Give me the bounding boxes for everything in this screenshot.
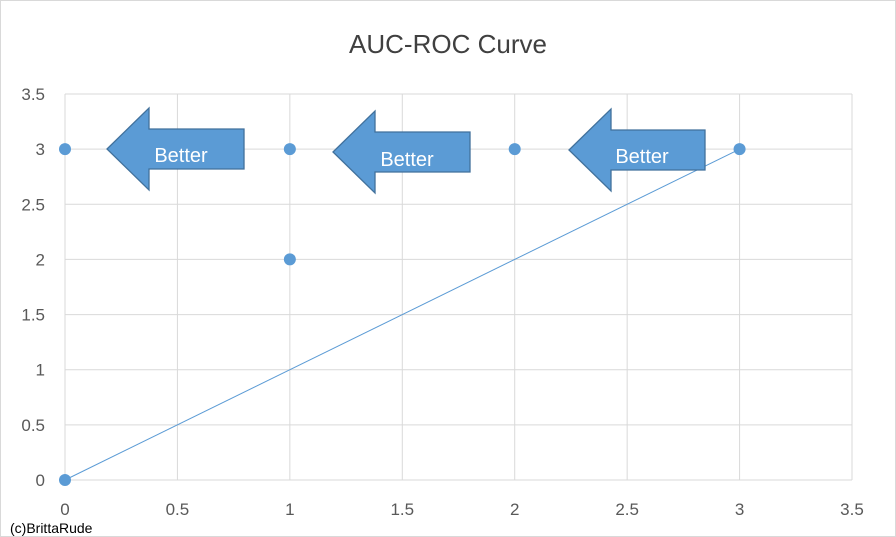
y-tick-label: 2.5 <box>21 195 45 214</box>
data-point <box>283 253 296 266</box>
line-layer <box>64 148 740 481</box>
arrow-label: Better <box>615 146 669 168</box>
y-tick-label: 1 <box>36 361 45 380</box>
annotation-layer: Better Better Better <box>106 106 706 195</box>
x-tick-label: 2 <box>510 500 519 519</box>
left-arrow-shape <box>568 107 706 193</box>
y-tick-label: 1.5 <box>21 306 45 325</box>
y-tick-label: 2 <box>36 250 45 269</box>
diagonal-line <box>64 148 740 481</box>
data-point <box>59 474 71 486</box>
left-arrow-shape <box>332 109 471 195</box>
data-point <box>508 143 521 156</box>
x-tick-label: 0.5 <box>166 500 190 519</box>
y-tick-label: 3.5 <box>21 85 45 104</box>
y-tick-label: 0.5 <box>21 416 45 435</box>
tick-labels: 0 0.5 1 1.5 2 2.5 3 3.5 0 0.5 1 1.5 2 2.5 3 3.5 <box>21 85 863 519</box>
arrow-label: Better <box>154 145 208 167</box>
x-tick-label: 0 <box>60 500 69 519</box>
x-tick-label: 3.5 <box>840 500 864 519</box>
x-tick-label: 1 <box>285 500 294 519</box>
point-layer <box>59 143 746 486</box>
data-point <box>283 143 296 156</box>
chart-title: AUC-ROC Curve <box>349 29 547 59</box>
copyright-text: (c)BrittaRude <box>10 520 93 536</box>
data-point <box>733 143 746 156</box>
left-arrow-shape <box>106 106 245 192</box>
x-tick-label: 2.5 <box>615 500 639 519</box>
data-point <box>59 143 71 156</box>
y-tick-label: 3 <box>36 140 45 159</box>
x-tick-label: 3 <box>735 500 744 519</box>
x-tick-label: 1.5 <box>390 500 414 519</box>
arrow-label: Better <box>380 149 434 171</box>
y-tick-label: 0 <box>36 471 45 490</box>
